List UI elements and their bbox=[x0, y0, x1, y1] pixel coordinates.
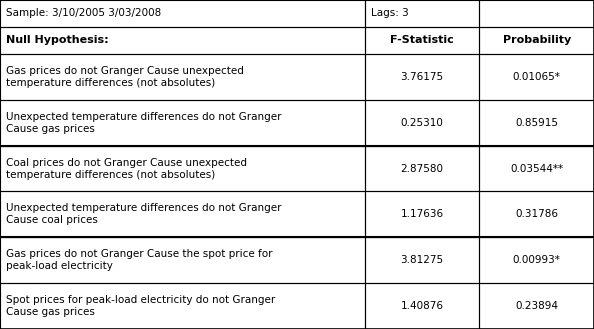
Text: Gas prices do not Granger Cause the spot price for
peak-load electricity: Gas prices do not Granger Cause the spot… bbox=[6, 249, 273, 271]
Text: Unexpected temperature differences do not Granger
Cause gas prices: Unexpected temperature differences do no… bbox=[6, 112, 282, 134]
Bar bbox=[479, 27, 594, 54]
Text: Probability: Probability bbox=[503, 36, 571, 45]
Text: 0.85915: 0.85915 bbox=[515, 118, 558, 128]
Text: 0.23894: 0.23894 bbox=[515, 301, 558, 311]
Bar bbox=[479, 191, 594, 237]
Text: Coal prices do not Granger Cause unexpected
temperature differences (not absolut: Coal prices do not Granger Cause unexpec… bbox=[6, 158, 247, 180]
Bar bbox=[0, 191, 365, 237]
Text: F-Statistic: F-Statistic bbox=[390, 36, 454, 45]
Text: 1.40876: 1.40876 bbox=[400, 301, 444, 311]
Bar bbox=[0, 237, 365, 283]
Bar bbox=[479, 283, 594, 329]
Bar bbox=[0, 146, 365, 191]
Bar bbox=[0, 27, 365, 54]
Text: 0.25310: 0.25310 bbox=[400, 118, 444, 128]
Text: 0.00993*: 0.00993* bbox=[513, 255, 561, 265]
Text: 2.87580: 2.87580 bbox=[400, 164, 444, 174]
Bar bbox=[365, 54, 479, 100]
Bar bbox=[0, 54, 365, 100]
Text: 0.03544**: 0.03544** bbox=[510, 164, 563, 174]
Bar bbox=[365, 0, 479, 27]
Bar bbox=[479, 100, 594, 146]
Bar bbox=[365, 146, 479, 191]
Text: 0.31786: 0.31786 bbox=[515, 209, 558, 219]
Text: 3.76175: 3.76175 bbox=[400, 72, 444, 82]
Text: Gas prices do not Granger Cause unexpected
temperature differences (not absolute: Gas prices do not Granger Cause unexpect… bbox=[6, 66, 244, 88]
Text: Unexpected temperature differences do not Granger
Cause coal prices: Unexpected temperature differences do no… bbox=[6, 203, 282, 225]
Bar bbox=[479, 146, 594, 191]
Bar bbox=[0, 100, 365, 146]
Bar bbox=[0, 283, 365, 329]
Text: 3.81275: 3.81275 bbox=[400, 255, 444, 265]
Bar bbox=[479, 237, 594, 283]
Bar bbox=[365, 191, 479, 237]
Text: 0.01065*: 0.01065* bbox=[513, 72, 561, 82]
Bar bbox=[365, 27, 479, 54]
Text: Null Hypothesis:: Null Hypothesis: bbox=[6, 36, 109, 45]
Text: Sample: 3/10/2005 3/03/2008: Sample: 3/10/2005 3/03/2008 bbox=[6, 9, 161, 18]
Text: Spot prices for peak-load electricity do not Granger
Cause gas prices: Spot prices for peak-load electricity do… bbox=[6, 295, 275, 317]
Bar bbox=[479, 0, 594, 27]
Bar bbox=[0, 0, 365, 27]
Text: 1.17636: 1.17636 bbox=[400, 209, 444, 219]
Bar bbox=[365, 283, 479, 329]
Bar bbox=[365, 237, 479, 283]
Bar bbox=[479, 54, 594, 100]
Text: Lags: 3: Lags: 3 bbox=[371, 9, 409, 18]
Bar bbox=[365, 100, 479, 146]
